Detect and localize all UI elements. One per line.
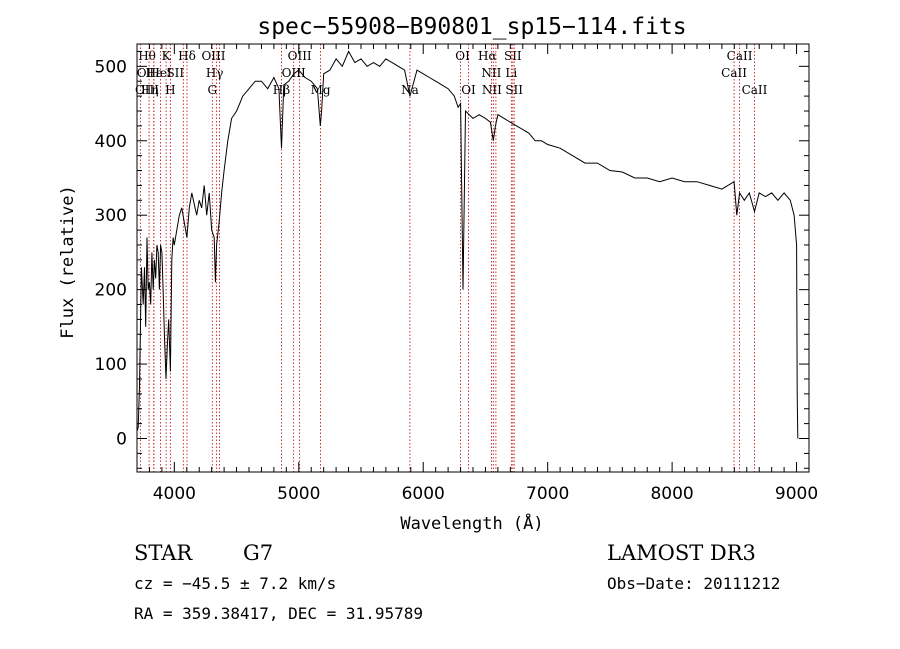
marker-label-12: SII [166,66,184,80]
marker-label-17: CaII [721,66,747,80]
ra-dec: RA = 359.38417, DEC = 31.95789 [134,604,423,623]
chart-title: spec−55908−B90801_sp15−114.fits [257,14,686,40]
marker-label-2: Hδ [178,49,196,63]
x-tick-label-5: 9000 [775,484,818,504]
marker-label-23: Mg [311,83,331,97]
marker-label-14: OIII [282,66,306,80]
marker-label-24: Na [401,83,419,97]
marker-label-13: Hγ [206,66,224,80]
marker-label-25: OI [461,83,476,97]
marker-label-6: Hα [478,49,497,63]
marker-label-18: OIII [135,83,159,97]
y-tick-label-2: 200 [95,281,127,301]
marker-label-22: Hβ [273,83,290,97]
y-tick-label-3: 300 [95,206,127,226]
spectrum-line [137,50,799,439]
marker-label-4: OIII [288,49,312,63]
marker-label-11: HeI [149,66,172,80]
marker-label-27: SII [505,83,523,97]
y-axis-label: Flux (relative) [58,185,78,339]
survey-name: LAMOST DR3 [607,541,756,565]
x-axis-ticks: 4000 5000 6000 7000 8000 9000 [136,44,818,504]
x-axis-label: Wavelength (Å) [400,512,543,534]
x-tick-label-0: 4000 [153,484,196,504]
marker-label-26: NII [482,83,502,97]
x-tick-label-1: 5000 [277,484,320,504]
marker-label-21: G [207,83,217,97]
marker-label-0: Hθ [138,49,156,63]
marker-label-28: CaII [742,83,768,97]
y-axis-ticks: 0 100 200 300 400 500 [95,50,809,469]
y-tick-label-5: 500 [95,57,127,77]
y-tick-label-4: 400 [95,132,127,152]
marker-label-9: OII [137,66,157,80]
marker-label-20: H [165,83,175,97]
marker-label-19: Hη [141,83,159,97]
spectrum-series [137,50,799,439]
marker-label-1: K [162,49,172,63]
obs-date: Obs−Date: 20111212 [607,574,780,593]
marker-label-15: NII [481,66,501,80]
y-tick-label-1: 100 [95,355,127,375]
x-tick-label-3: 7000 [526,484,569,504]
marker-label-3: OIII [201,49,225,63]
x-tick-label-2: 6000 [402,484,445,504]
x-tick-label-4: 8000 [650,484,693,504]
marker-label-16: Li [505,66,517,80]
y-tick-label-0: 0 [116,430,127,450]
star-subclass: G7 [243,541,273,565]
marker-label-5: OI [455,49,470,63]
redshift-value: cz = −45.5 ± 7.2 km/s [134,574,336,593]
star-class: STAR [134,541,193,565]
marker-label-7: SII [504,49,522,63]
marker-label-8: CaII [727,49,753,63]
